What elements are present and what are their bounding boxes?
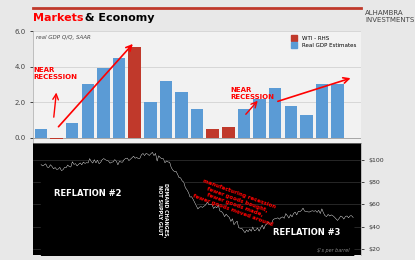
- Text: ALHAMBRA
INVESTMENTS: ALHAMBRA INVESTMENTS: [365, 10, 415, 23]
- Text: REFLATION #3: REFLATION #3: [273, 228, 340, 237]
- Text: NEAR
RECESSION: NEAR RECESSION: [230, 87, 274, 100]
- Bar: [144, 102, 156, 138]
- Bar: [191, 109, 203, 138]
- Bar: [50, 138, 63, 139]
- Bar: [285, 106, 297, 138]
- Bar: [253, 99, 266, 138]
- Bar: [269, 88, 281, 138]
- Bar: [222, 127, 234, 138]
- Text: REFLATION #2: REFLATION #2: [54, 189, 122, 198]
- Bar: [97, 68, 110, 138]
- Bar: [316, 84, 328, 138]
- Bar: [175, 92, 188, 138]
- Text: NEAR
RECESSION: NEAR RECESSION: [33, 67, 77, 80]
- Bar: [332, 84, 344, 138]
- Bar: [160, 81, 172, 138]
- Bar: [207, 129, 219, 138]
- Bar: [66, 124, 78, 138]
- Text: Markets: Markets: [33, 13, 84, 23]
- Bar: [300, 115, 312, 138]
- Text: real GDP Q/Q, SAAR: real GDP Q/Q, SAAR: [37, 35, 91, 40]
- Legend: WTI - RHS, Real GDP Estimates: WTI - RHS, Real GDP Estimates: [289, 34, 358, 50]
- Text: manufacturing recession
fewer goods bought,
fewer goods made,
fewer goods moved : manufacturing recession fewer goods boug…: [193, 177, 280, 227]
- Text: $'s per barrel: $'s per barrel: [317, 248, 350, 252]
- Text: DEMAND CHANGES,
NOT SUPPLY GLUT: DEMAND CHANGES, NOT SUPPLY GLUT: [157, 183, 168, 237]
- Bar: [82, 84, 94, 138]
- Bar: [238, 109, 250, 138]
- Text: & Economy: & Economy: [81, 13, 154, 23]
- Bar: [113, 58, 125, 138]
- Bar: [128, 47, 141, 138]
- Bar: [35, 129, 47, 138]
